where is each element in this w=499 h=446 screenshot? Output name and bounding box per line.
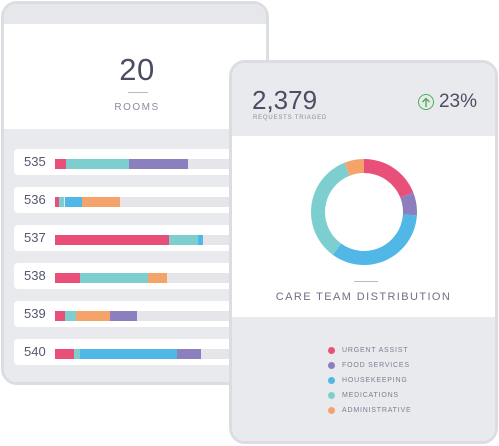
care-distribution-donut — [311, 159, 417, 265]
bar-segment-urgent — [55, 159, 67, 169]
rooms-divider — [128, 92, 148, 93]
legend-item-housekeeping: HOUSEKEEPING — [328, 375, 408, 385]
legend-item-urgent: URGENT ASSIST — [328, 345, 408, 355]
room-request-bar — [55, 311, 245, 321]
room-row-539[interactable]: 539 — [14, 301, 259, 327]
bar-segment-urgent — [55, 197, 59, 207]
rooms-list: 535 536 537 538 539 540 — [4, 129, 266, 382]
bar-segment-medications — [169, 235, 198, 245]
bar-segment-food — [110, 311, 137, 321]
legend-label: ADMINISTRATIVE — [342, 406, 412, 414]
requests-triaged-value: 2,379 — [252, 85, 318, 115]
arrow-up-icon — [417, 94, 434, 110]
donut-slice-administrative — [344, 159, 364, 176]
rooms-card-header-strip — [4, 4, 266, 24]
rooms-count: 20 — [119, 52, 155, 87]
room-row-540[interactable]: 540 — [14, 339, 259, 365]
legend-dot-icon — [328, 346, 335, 354]
bar-segment-housekeeping — [197, 235, 204, 245]
bar-segment-housekeeping — [64, 197, 82, 207]
donut-slice-food — [400, 192, 417, 216]
legend-dot-icon — [328, 391, 335, 399]
donut-slice-urgent — [364, 159, 414, 198]
room-number: 535 — [24, 154, 46, 169]
room-request-bar — [55, 349, 245, 359]
legend-item-medications: MEDICATIONS — [328, 390, 399, 400]
bar-segment-medications — [79, 273, 149, 283]
legend-dot-icon — [328, 361, 335, 369]
legend: URGENT ASSIST FOOD SERVICES HOUSEKEEPING ME… — [232, 317, 495, 441]
bar-segment-administrative — [148, 273, 168, 283]
bar-segment-administrative — [81, 197, 120, 207]
bar-segment-medications — [58, 197, 65, 207]
room-number: 538 — [24, 268, 46, 283]
room-number: 537 — [24, 230, 46, 245]
room-row-538[interactable]: 538 — [14, 263, 259, 289]
room-request-bar — [55, 273, 245, 283]
donut-slice-medications — [311, 162, 350, 255]
bar-segment-housekeeping — [79, 349, 177, 359]
legend-label: MEDICATIONS — [342, 391, 399, 399]
dist-card-header: 2,379 REQUESTS TRIAGED 23% — [232, 63, 495, 136]
legend-dot-icon — [328, 376, 335, 384]
change-indicator: 23% — [417, 91, 477, 113]
legend-label: HOUSEKEEPING — [342, 376, 408, 384]
bar-segment-medications — [64, 311, 76, 321]
dist-divider — [354, 281, 378, 282]
room-number: 536 — [24, 192, 46, 207]
bar-segment-medications — [66, 159, 130, 169]
donut-slice-housekeeping — [332, 214, 417, 265]
bar-segment-administrative — [75, 311, 111, 321]
rooms-label: ROOMS — [114, 102, 160, 113]
room-number: 539 — [24, 306, 46, 321]
bar-segment-urgent — [55, 235, 169, 245]
requests-triaged-label: REQUESTS TRIAGED — [253, 115, 328, 121]
bar-segment-urgent — [55, 349, 74, 359]
legend-label: FOOD SERVICES — [342, 361, 410, 369]
bar-segment-urgent — [55, 273, 80, 283]
room-row-537[interactable]: 537 — [14, 225, 259, 251]
room-request-bar — [55, 159, 245, 169]
bar-segment-food — [176, 349, 202, 359]
bar-segment-food — [129, 159, 188, 169]
room-request-bar — [55, 197, 245, 207]
room-request-bar — [55, 235, 245, 245]
dist-title: CARE TEAM DISTRIBUTION — [275, 291, 452, 303]
rooms-card: 20 ROOMS 535 536 537 538 539 540 — [1, 1, 269, 385]
bar-segment-medications — [74, 349, 80, 359]
room-row-536[interactable]: 536 — [14, 187, 259, 213]
legend-item-food: FOOD SERVICES — [328, 360, 410, 370]
bar-segment-urgent — [55, 311, 65, 321]
room-number: 540 — [24, 344, 46, 359]
legend-dot-icon — [328, 406, 335, 414]
change-percent: 23% — [438, 91, 477, 112]
legend-item-administrative: ADMINISTRATIVE — [328, 405, 411, 415]
room-row-535[interactable]: 535 — [14, 149, 259, 175]
legend-label: URGENT ASSIST — [342, 346, 409, 354]
care-distribution-card: 2,379 REQUESTS TRIAGED 23% CARE TEAM DIS… — [229, 60, 498, 444]
